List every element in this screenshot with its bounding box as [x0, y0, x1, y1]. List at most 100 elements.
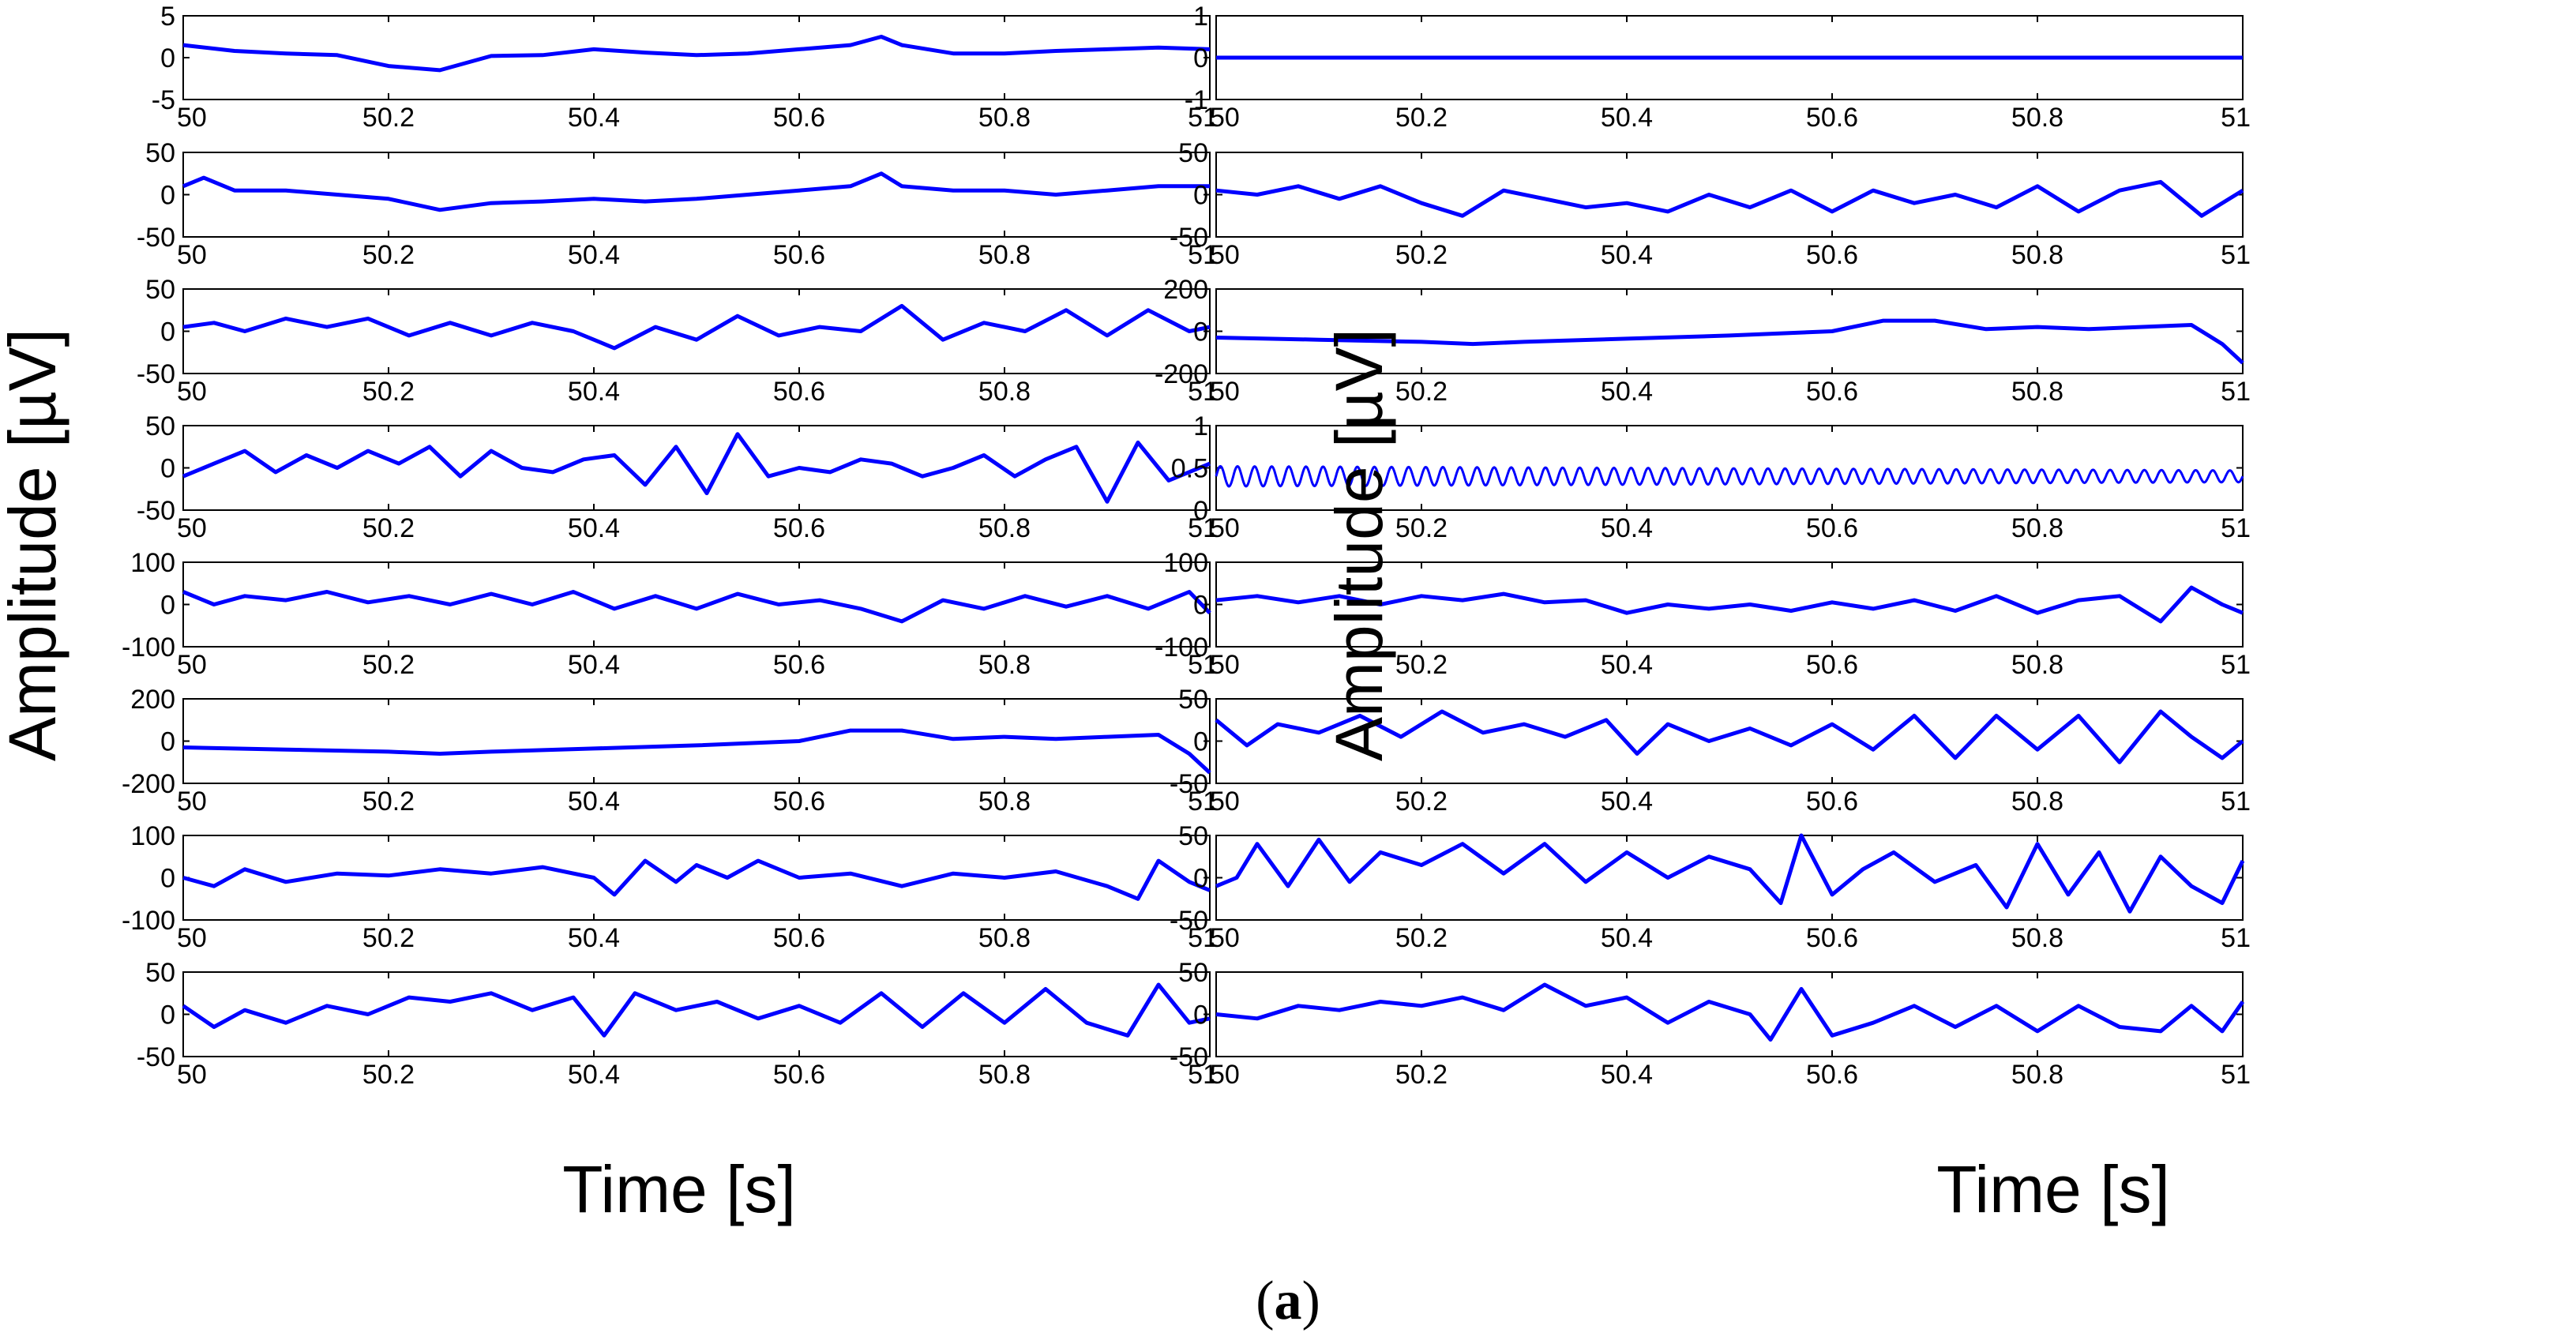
signal-line: [1215, 833, 2245, 914]
x-tick-label: 50.4: [1601, 240, 1653, 270]
y-tick-label: 0: [1193, 591, 1208, 621]
x-tick-label: 50.4: [568, 787, 620, 817]
x-tick-label: 50.4: [1601, 513, 1653, 543]
signal-line: [182, 728, 1211, 775]
x-tick-label: 50.4: [568, 923, 620, 953]
x-tick-label: 50: [1210, 787, 1240, 817]
x-tick-label: 51: [1188, 650, 1218, 680]
x-tick-label: 50: [177, 1060, 207, 1090]
axes-box: [182, 15, 1211, 100]
y-tick-label: 50: [145, 958, 175, 988]
x-tick-label: 50.6: [1806, 650, 1858, 680]
x-tick-label: 50: [1210, 240, 1240, 270]
y-tick-label: 100: [1163, 548, 1208, 578]
caption-letter: a: [1275, 1271, 1302, 1331]
y-tick-label: -5: [152, 85, 175, 115]
x-tick-label: 50.4: [568, 240, 620, 270]
x-tick-label: 50: [1210, 103, 1240, 133]
y-tick-label: -50: [1170, 223, 1208, 253]
x-tick-label: 51: [1188, 103, 1218, 133]
caption-close-paren: ): [1302, 1271, 1320, 1331]
right-x-axis-label: Time [s]: [1936, 1152, 2170, 1226]
x-tick-label: 51: [2221, 240, 2251, 270]
y-tick-label: -100: [122, 906, 175, 936]
right-y-axis-label: Amplitude [µV]: [1322, 328, 1396, 761]
y-tick-label: -50: [137, 1042, 175, 1072]
y-tick-label: 0: [160, 454, 175, 484]
x-tick-label: 50.6: [1806, 513, 1858, 543]
subplot-left-7: 50 50.2 50.4 50.6 50.8 51 100 0 -100: [122, 821, 1218, 953]
x-tick-label: 50.2: [1395, 787, 1448, 817]
y-tick-label: 50: [1178, 821, 1208, 851]
x-tick-label: 50.8: [978, 923, 1031, 953]
y-tick-label: -1: [1185, 85, 1208, 115]
signal-line: [182, 303, 1211, 351]
y-tick-label: 0: [160, 43, 175, 73]
x-tick-label: 51: [2221, 1060, 2251, 1090]
y-tick-label: 0.5: [1171, 454, 1208, 484]
signal-line: [182, 171, 1210, 212]
x-tick-label: 50.8: [978, 787, 1031, 817]
y-tick-label: -50: [137, 496, 175, 526]
subplot-left-5: 50 50.2 50.4 50.6 50.8 51 100 0 -100: [122, 548, 1218, 680]
x-tick-label: 50.8: [2011, 513, 2063, 543]
subplot-right-3: 50 50.2 50.4 50.6 50.8 51 200 0 -200: [1155, 275, 2251, 407]
x-tick-label: 50: [177, 377, 207, 407]
y-tick-label: 5: [160, 2, 175, 32]
y-tick-label: -50: [137, 223, 175, 253]
x-tick-label: 50: [1210, 923, 1240, 953]
x-tick-label: 50: [177, 513, 207, 543]
y-tick-label: 0: [160, 181, 175, 211]
y-tick-label: 1: [1193, 2, 1208, 32]
axes-box: [1215, 152, 2244, 238]
x-tick-label: 50.2: [1395, 1060, 1448, 1090]
y-tick-label: -100: [1155, 633, 1208, 663]
x-tick-label: 50.2: [1395, 377, 1448, 407]
x-tick-label: 50: [1210, 650, 1240, 680]
x-tick-label: 50: [177, 240, 207, 270]
x-tick-label: 50.8: [2011, 103, 2063, 133]
x-tick-label: 50.6: [1806, 240, 1858, 270]
x-tick-label: 50.4: [1601, 650, 1653, 680]
x-tick-label: 50.2: [362, 1060, 415, 1090]
x-tick-label: 50.8: [978, 240, 1031, 270]
x-tick-label: 51: [2221, 650, 2251, 680]
y-tick-label: 0: [1193, 317, 1208, 347]
x-tick-label: 50.4: [1601, 1060, 1653, 1090]
signal-line: [1215, 464, 2244, 488]
axes-box: [182, 698, 1211, 784]
x-tick-label: 50.4: [568, 1060, 620, 1090]
x-tick-label: 50.2: [1395, 923, 1448, 953]
x-tick-label: 51: [2221, 923, 2251, 953]
x-tick-label: 50.8: [978, 1060, 1031, 1090]
x-tick-label: 51: [1188, 787, 1218, 817]
x-tick-label: 50.2: [362, 787, 415, 817]
x-tick-label: 50.4: [568, 513, 620, 543]
x-tick-label: 50: [177, 650, 207, 680]
x-tick-label: 50.2: [362, 377, 415, 407]
x-tick-label: 50: [177, 787, 207, 817]
subplot-right-5: 50 50.2 50.4 50.6 50.8 51 100 0 -100: [1155, 548, 2251, 680]
y-tick-label: 0: [160, 727, 175, 757]
x-tick-label: 50.6: [773, 787, 825, 817]
x-tick-label: 50.8: [2011, 240, 2063, 270]
x-tick-label: 50: [177, 923, 207, 953]
subplot-right-1: 50 50.2 50.4 50.6 50.8 51 1 0 -1: [1185, 2, 2251, 133]
x-tick-label: 50.6: [1806, 1060, 1858, 1090]
y-tick-label: 0: [1193, 43, 1208, 73]
x-tick-label: 50.2: [1395, 650, 1448, 680]
subplot-right-4: 50 50.2 50.4 50.6 50.8 51 1 0.5 0: [1171, 411, 2251, 543]
signal-line: [1215, 318, 2244, 365]
signal-line: [182, 35, 1211, 73]
x-tick-label: 50.4: [568, 650, 620, 680]
axes-box: [182, 288, 1211, 374]
x-tick-label: 50.8: [2011, 1060, 2063, 1090]
x-tick-label: 51: [1188, 1060, 1218, 1090]
y-tick-label: 50: [145, 275, 175, 305]
caption-open-paren: (: [1256, 1271, 1274, 1331]
y-tick-label: 0: [1193, 727, 1208, 757]
